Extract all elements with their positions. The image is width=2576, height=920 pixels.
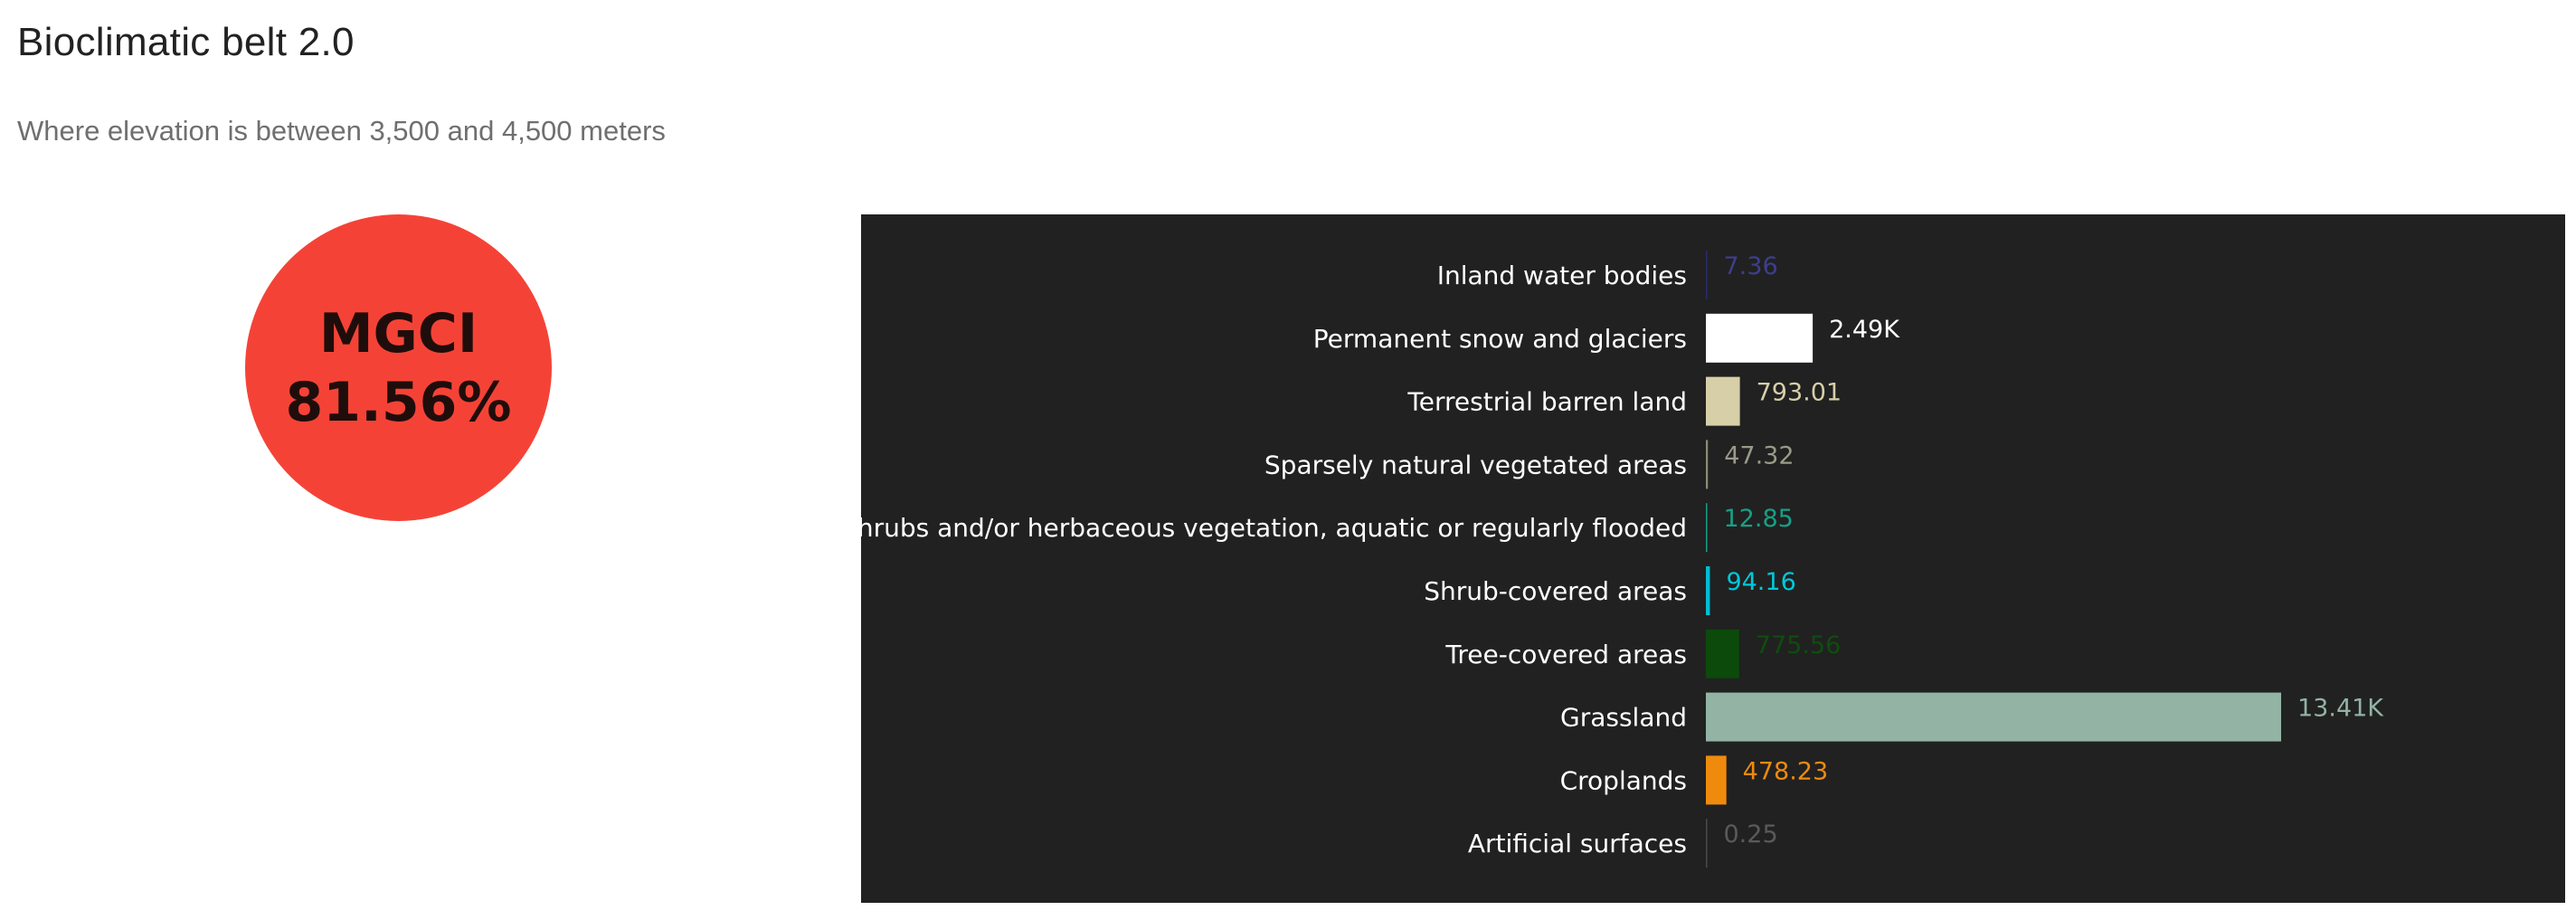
- bar-chart-svg: Inland water bodies 7.36 Permanent snow an…: [861, 214, 2565, 903]
- bar[interactable]: [1706, 503, 1708, 553]
- bar[interactable]: [1706, 440, 1709, 489]
- bar[interactable]: [1706, 566, 1710, 615]
- bar[interactable]: [1706, 755, 1727, 805]
- bar[interactable]: [1706, 376, 1740, 426]
- value-label: 478.23: [1743, 757, 1828, 785]
- mgci-value: 81.56%: [285, 370, 512, 434]
- mgci-label: MGCI: [318, 301, 478, 365]
- category-label: Inland water bodies: [1437, 261, 1687, 290]
- value-label: 775.56: [1756, 631, 1841, 659]
- bar[interactable]: [1706, 819, 1708, 868]
- value-label: 94.16: [1726, 568, 1795, 596]
- page-subtitle: Where elevation is between 3,500 and 4,5…: [17, 115, 666, 147]
- bar[interactable]: [1706, 629, 1739, 678]
- category-label: Tree-covered areas: [1444, 640, 1687, 669]
- category-label: Croplands: [1560, 765, 1687, 795]
- category-label: Grassland: [1560, 703, 1687, 733]
- bar[interactable]: [1706, 692, 2281, 742]
- land-cover-bar-chart: Inland water bodies 7.36 Permanent snow an…: [861, 214, 2565, 903]
- value-label: 12.85: [1724, 505, 1794, 533]
- category-label: Permanent snow and glaciers: [1313, 324, 1687, 354]
- value-label: 0.25: [1724, 820, 1778, 849]
- page-title: Bioclimatic belt 2.0: [17, 20, 355, 64]
- category-label: Shrub-covered areas: [1424, 576, 1687, 606]
- mgci-badge: MGCI 81.56%: [245, 214, 552, 521]
- value-label: 7.36: [1724, 252, 1778, 280]
- bar[interactable]: [1706, 251, 1708, 299]
- value-label: 2.49K: [1829, 316, 1900, 344]
- bar[interactable]: [1706, 313, 1814, 363]
- value-label: 13.41K: [2297, 695, 2384, 723]
- category-label: Shrubs and/or herbaceous vegetation, aqu…: [861, 513, 1687, 543]
- category-label: Terrestrial barren land: [1406, 387, 1687, 417]
- value-label: 47.32: [1724, 441, 1794, 469]
- category-label: Sparsely natural vegetated areas: [1264, 450, 1687, 479]
- value-label: 793.01: [1757, 379, 1842, 407]
- category-label: Artificial surfaces: [1468, 829, 1687, 858]
